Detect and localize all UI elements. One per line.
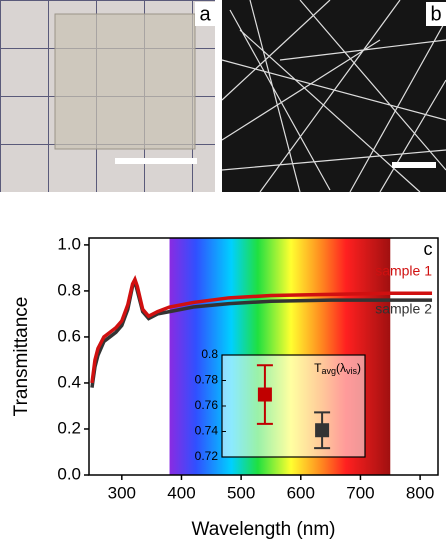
inset-y-label: Tavg(λvis) xyxy=(314,361,361,376)
film xyxy=(54,13,196,150)
y-tick-label: 0.0 xyxy=(57,464,81,483)
series-label: sample 2 xyxy=(375,301,432,317)
label-box xyxy=(195,2,215,26)
series-label: sample 1 xyxy=(375,263,432,279)
x-tick-label: 400 xyxy=(167,483,195,502)
axes-frame xyxy=(88,237,439,476)
panel-label: c xyxy=(424,239,433,259)
series-line xyxy=(90,274,433,384)
inset-y-tick-label: 0.72 xyxy=(195,449,219,463)
y-tick-label: 1.0 xyxy=(57,234,81,253)
label-box xyxy=(426,2,446,26)
nanowires xyxy=(221,0,446,193)
x-tick-label: 800 xyxy=(406,483,434,502)
x-axis-label: Wavelength (nm) xyxy=(192,519,336,540)
label-part: avg xyxy=(321,366,336,376)
y-tick-label: 0.4 xyxy=(57,372,81,391)
label-part: T xyxy=(314,361,322,375)
x-tick-label: 300 xyxy=(108,483,136,502)
y-axis-label: Transmittance xyxy=(11,297,32,417)
label-part: (λ xyxy=(336,361,346,375)
mean-marker xyxy=(257,387,272,402)
panel-label: b xyxy=(430,3,441,25)
y-tick-label: 0.8 xyxy=(57,280,81,299)
scale-bar xyxy=(392,162,436,168)
x-tick-label: 700 xyxy=(346,483,374,502)
y-tick-label: 0.2 xyxy=(57,418,81,437)
y-tick-label: 0.6 xyxy=(57,326,81,345)
inset-y-tick-label: 0.8 xyxy=(201,347,218,361)
mean-marker xyxy=(315,423,330,438)
label-part: ) xyxy=(357,361,361,375)
x-tick-label: 500 xyxy=(227,483,255,502)
panel-label: a xyxy=(199,3,211,25)
scale-bar xyxy=(115,158,197,164)
x-tick-label: 600 xyxy=(287,483,315,502)
label-part: vis xyxy=(346,366,357,376)
inset-bg xyxy=(221,354,366,458)
inset-y-tick-label: 0.74 xyxy=(195,424,219,438)
inset-y-tick-label: 0.78 xyxy=(195,373,219,387)
inset-y-tick-label: 0.76 xyxy=(195,398,219,412)
